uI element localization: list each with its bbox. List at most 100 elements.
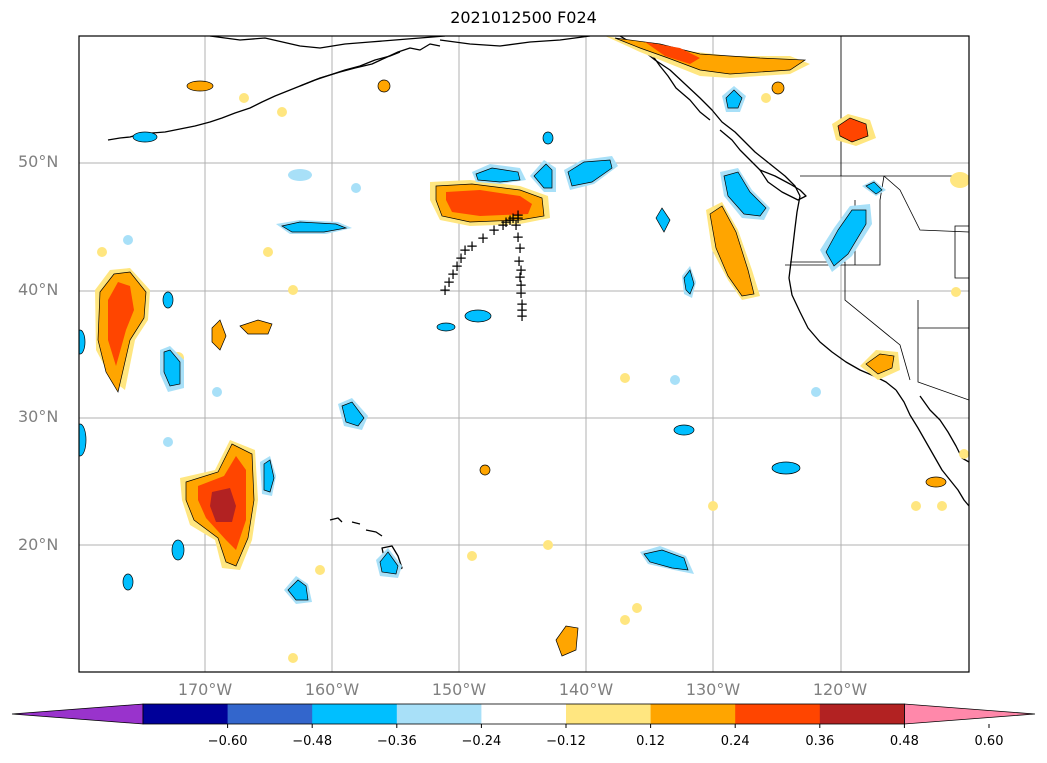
contour-blob bbox=[475, 167, 521, 183]
colorbar-tick-label: −0.12 bbox=[546, 734, 586, 749]
alaska-coast bbox=[209, 36, 446, 49]
colorbar-segment bbox=[819, 704, 905, 724]
plus-marker: + bbox=[459, 241, 472, 259]
contour-blob bbox=[163, 437, 173, 447]
lon-label-150w: 150°W bbox=[431, 680, 487, 699]
contour-blob bbox=[79, 423, 87, 457]
contour-blob bbox=[281, 221, 348, 233]
contour-blob bbox=[288, 653, 298, 663]
plus-marker: + bbox=[515, 261, 528, 279]
contour-blob bbox=[837, 117, 869, 143]
contour-blob bbox=[211, 319, 227, 351]
plus-marker: + bbox=[510, 216, 523, 234]
contour-blob bbox=[709, 205, 755, 297]
map-frame bbox=[78, 35, 970, 673]
contour-blob bbox=[162, 291, 174, 309]
contour-blob bbox=[132, 131, 158, 143]
contour-blob bbox=[670, 375, 680, 385]
plus-marker: + bbox=[507, 209, 520, 227]
colorbar-segment bbox=[650, 704, 736, 724]
contour-blob bbox=[163, 349, 181, 387]
plus-marker: + bbox=[477, 229, 490, 247]
plus-marker: + bbox=[515, 284, 528, 302]
map-title: 2021012500 F024 bbox=[450, 8, 597, 27]
contour-blob bbox=[620, 615, 630, 625]
contour-blob bbox=[97, 247, 107, 257]
aleutian-chain bbox=[107, 51, 401, 141]
colorbar-outline bbox=[142, 703, 905, 725]
contour-blob bbox=[673, 424, 695, 436]
lon-label-130w: 130°W bbox=[685, 680, 741, 699]
contour-blob bbox=[723, 171, 767, 217]
plus-marker: + bbox=[514, 268, 527, 286]
colorbar-segment bbox=[312, 704, 398, 724]
contours-negative bbox=[79, 86, 886, 604]
colorbar-extend-low bbox=[11, 703, 144, 725]
lon-label-120w: 120°W bbox=[812, 680, 868, 699]
contour-blob bbox=[811, 387, 821, 397]
gulf-of-alaska-coast bbox=[439, 36, 591, 47]
lat-label-20n: 20°N bbox=[18, 535, 59, 554]
contour-blob bbox=[761, 93, 771, 103]
borders bbox=[785, 36, 969, 401]
colorbar-tick-label: −0.36 bbox=[376, 734, 417, 749]
colorbar-segment bbox=[481, 704, 567, 724]
plus-marker: + bbox=[443, 273, 456, 291]
lon-label-160w: 160°W bbox=[304, 680, 360, 699]
colorbar-tick-label: −0.60 bbox=[207, 734, 248, 749]
contour-blob bbox=[865, 353, 895, 375]
lon-label-170w: 170°W bbox=[177, 680, 233, 699]
lon-label-140w: 140°W bbox=[558, 680, 614, 699]
colorbar-segment bbox=[566, 704, 652, 724]
contour-blob bbox=[655, 207, 671, 233]
us-west-coast bbox=[788, 195, 897, 391]
panhandle-islands bbox=[649, 51, 761, 171]
contour-blob bbox=[341, 401, 365, 427]
contour-blob bbox=[959, 449, 969, 459]
panhandle-coast bbox=[619, 36, 801, 197]
contour-blob bbox=[645, 42, 700, 64]
contour-blob bbox=[315, 565, 325, 575]
lat-label-50n: 50°N bbox=[18, 152, 59, 171]
plus-marker: + bbox=[512, 206, 525, 224]
contour-blob bbox=[632, 603, 642, 613]
contour-blob bbox=[533, 163, 553, 189]
plus-marker: + bbox=[513, 252, 526, 270]
contour-blob bbox=[543, 540, 553, 550]
plus-marker: + bbox=[516, 295, 529, 313]
alaska-peninsula bbox=[299, 43, 441, 87]
contour-blob bbox=[122, 573, 134, 591]
contour-blob bbox=[379, 551, 399, 575]
marker-layer: +++++++++ +++++++++++++ ++++ bbox=[439, 206, 529, 325]
contour-blob bbox=[277, 107, 287, 117]
contour-blob bbox=[263, 459, 275, 493]
plus-marker: + bbox=[512, 209, 525, 227]
colorbar-segment bbox=[143, 704, 229, 724]
plus-marker: + bbox=[488, 221, 501, 239]
plus-marker: + bbox=[497, 216, 510, 234]
contours-positive bbox=[95, 36, 969, 663]
contour-blob bbox=[186, 80, 214, 92]
colorbar-segment bbox=[396, 704, 482, 724]
contour-blob bbox=[951, 287, 961, 297]
plus-marker: + bbox=[515, 276, 528, 294]
plus-marker: + bbox=[447, 265, 460, 283]
colorbar-tick-label: −0.24 bbox=[461, 734, 502, 749]
plus-marker: + bbox=[514, 239, 527, 257]
colorbar-segment bbox=[735, 704, 821, 724]
contour-blob bbox=[771, 461, 801, 475]
contour-blob bbox=[212, 387, 222, 397]
contour-blob bbox=[937, 501, 947, 511]
plus-marker: + bbox=[455, 249, 468, 267]
colorbar-tick-label: 0.60 bbox=[974, 734, 1004, 749]
plus-marker: + bbox=[504, 211, 517, 229]
contour-blob bbox=[288, 285, 298, 295]
contour-blob bbox=[725, 89, 743, 109]
contour-blob bbox=[771, 81, 785, 95]
contour-blob bbox=[446, 190, 532, 216]
plus-marker: + bbox=[512, 228, 525, 246]
baja-california bbox=[895, 389, 969, 507]
contour-blob bbox=[239, 93, 249, 103]
contour-blob bbox=[567, 159, 613, 187]
